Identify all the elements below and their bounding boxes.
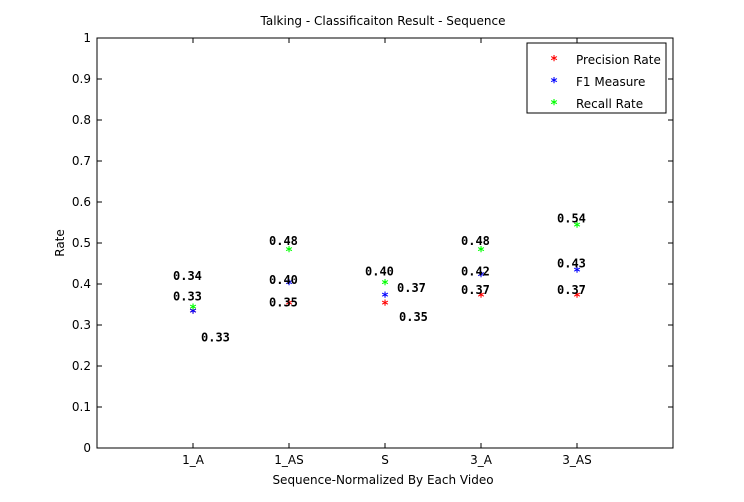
legend-label: Recall Rate	[576, 97, 643, 111]
data-labels: 0.340.330.330.480.400.350.400.370.350.48…	[173, 211, 586, 344]
data-point: *	[573, 290, 581, 305]
data-point: *	[285, 245, 293, 260]
data-label: 0.43	[557, 257, 586, 271]
data-label: 0.34	[173, 269, 202, 283]
data-points: ** ** ***** ******	[189, 221, 581, 322]
data-point: *	[477, 270, 485, 285]
legend-box	[526, 42, 667, 114]
y-tick-label: 0.5	[72, 236, 91, 250]
data-label: 0.35	[399, 310, 428, 324]
data-point: *	[285, 278, 293, 293]
y-tick-label: 0.1	[72, 400, 91, 414]
x-tick-label: 1_AS	[274, 453, 303, 467]
legend-marker: *	[550, 76, 558, 91]
legend: * Precision Rate * F1 Measure * Recall Rate	[526, 42, 667, 114]
y-tick-label: 0.9	[72, 72, 91, 86]
data-point: *	[285, 299, 293, 314]
x-tick-label: 1_A	[182, 453, 205, 467]
y-axis: 0 0.1 0.2 0.3 0.4 0.5 0.6 0.7 0.8 0.9 1	[72, 31, 673, 455]
y-tick-label: 0.3	[72, 318, 91, 332]
data-point: *	[381, 299, 389, 314]
legend-label: Precision Rate	[576, 53, 661, 67]
x-axis: 1_A 1_AS S 3_A 3_AS	[182, 38, 592, 467]
data-point: *	[189, 307, 197, 322]
legend-marker: *	[550, 54, 558, 69]
data-label: 0.48	[269, 234, 298, 248]
data-point: *	[189, 307, 197, 322]
data-label: 0.42	[461, 265, 490, 279]
data-label: 0.37	[557, 283, 586, 297]
data-label: 0.37	[397, 281, 426, 295]
y-axis-label: Rate	[53, 229, 67, 257]
y-tick-label: 0.2	[72, 359, 91, 373]
data-label: 0.54	[557, 211, 586, 225]
data-point: *	[381, 290, 389, 305]
y-tick-label: 0.7	[72, 154, 91, 168]
data-label: 0.37	[461, 283, 490, 297]
y-tick-label: 0.8	[72, 113, 91, 127]
y-tick-label: 0.4	[72, 277, 91, 291]
data-point: *	[573, 221, 581, 236]
x-tick-label: 3_A	[470, 453, 493, 467]
chart-title: Talking - Classificaiton Result - Sequen…	[260, 14, 506, 28]
x-axis-label: Sequence-Normalized By Each Video	[272, 473, 493, 487]
legend-marker: *	[550, 98, 558, 113]
data-label: 0.40	[269, 273, 298, 287]
data-point: *	[477, 290, 485, 305]
data-label: 0.35	[269, 295, 298, 309]
data-label: 0.33	[201, 330, 230, 344]
data-label: 0.40	[365, 265, 394, 279]
data-point: *	[189, 303, 197, 318]
y-tick-label: 1	[83, 31, 91, 45]
data-label: 0.33	[173, 289, 202, 303]
data-point: *	[381, 278, 389, 293]
x-tick-label: 3_AS	[562, 453, 591, 467]
legend-label: F1 Measure	[576, 75, 645, 89]
x-tick-label: S	[381, 453, 389, 467]
data-point: *	[573, 266, 581, 281]
y-tick-label: 0.6	[72, 195, 91, 209]
y-tick-label: 0	[83, 441, 91, 455]
data-point: *	[477, 245, 485, 260]
data-label: 0.48	[461, 234, 490, 248]
